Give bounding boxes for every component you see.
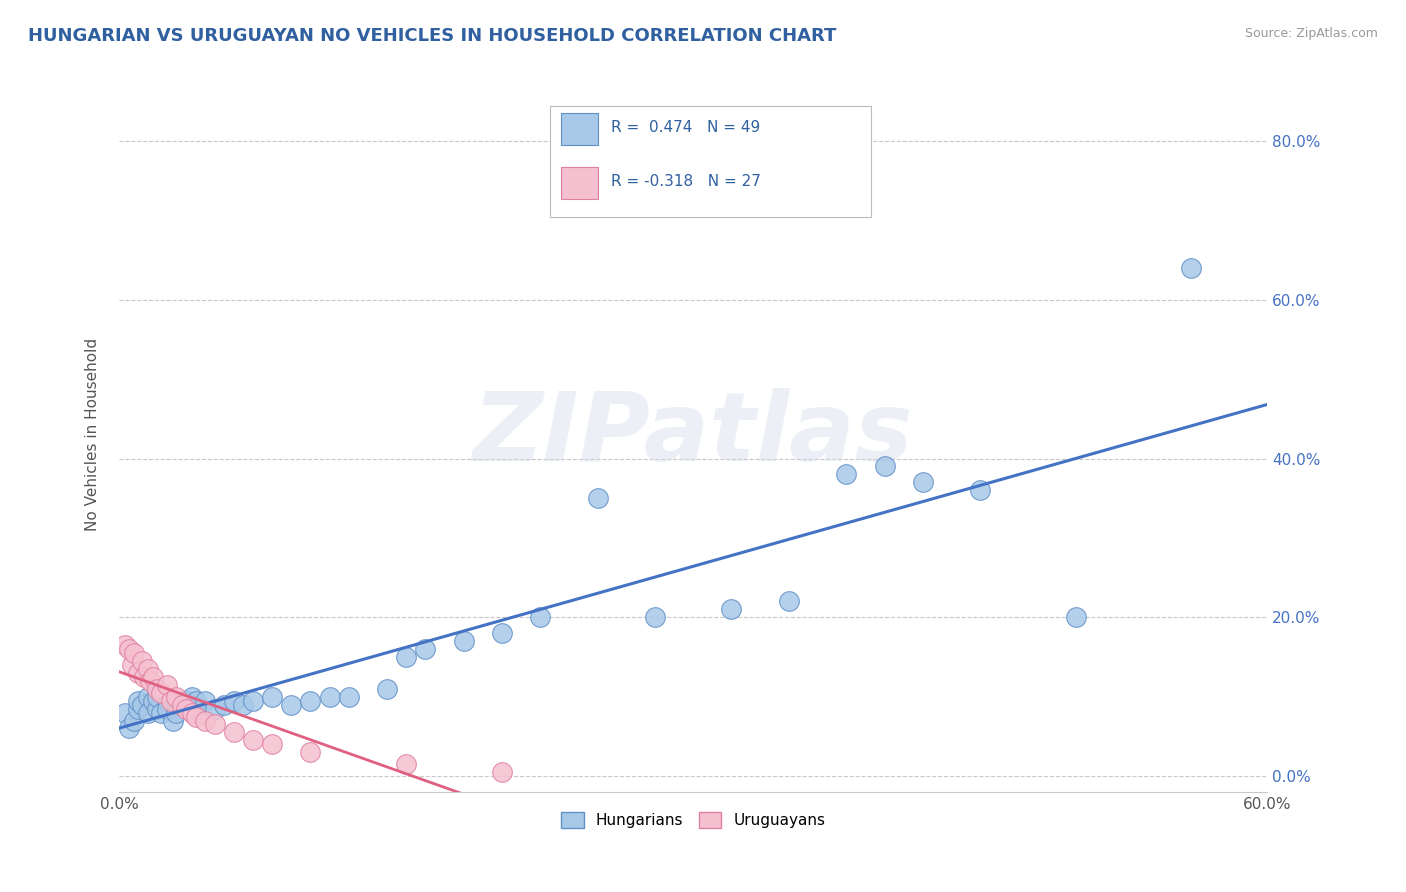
Point [174,693,197,707]
Point [117,722,139,736]
Point [491,765,513,780]
Point [778,594,800,608]
Point [299,745,322,759]
Point [280,698,302,712]
Point [222,693,245,707]
Point [395,757,418,772]
Text: R =  0.474   N = 49: R = 0.474 N = 49 [610,120,759,135]
Text: Source: ZipAtlas.com: Source: ZipAtlas.com [1244,27,1378,40]
Point [131,698,153,712]
Point [1064,610,1087,624]
Text: R = -0.318   N = 27: R = -0.318 N = 27 [610,174,761,188]
Point [121,657,143,672]
Point [136,690,159,704]
Point [242,693,264,707]
Point [835,467,858,482]
Point [124,646,146,660]
Point [174,698,197,712]
Point [453,634,475,648]
FancyBboxPatch shape [550,106,872,217]
Point [194,693,217,707]
Point [586,491,609,506]
Point [114,638,136,652]
Point [124,714,146,728]
Text: HUNGARIAN VS URUGUAYAN NO VEHICLES IN HOUSEHOLD CORRELATION CHART: HUNGARIAN VS URUGUAYAN NO VEHICLES IN HO… [28,27,837,45]
Point [194,714,217,728]
Point [184,701,207,715]
Point [232,698,254,712]
Y-axis label: No Vehicles in Household: No Vehicles in Household [86,338,100,532]
Point [142,670,165,684]
Point [969,483,991,498]
Point [395,650,418,665]
Point [720,602,742,616]
Point [127,693,149,707]
Point [222,725,245,739]
Point [142,693,165,707]
Text: ZIPatlas: ZIPatlas [472,388,914,481]
Point [132,670,155,684]
Point [131,654,153,668]
Point [174,701,197,715]
Point [159,693,181,707]
Point [318,690,340,704]
Point [146,690,169,704]
Point [1180,260,1202,275]
Point [184,709,207,723]
Point [242,733,264,747]
Point [146,701,169,715]
FancyBboxPatch shape [561,113,598,145]
Point [184,693,207,707]
Point [180,690,202,704]
Point [911,475,934,490]
Point [138,673,160,688]
Point [337,690,360,704]
Point [491,626,513,640]
Point [299,693,322,707]
Point [156,701,179,715]
Point [150,706,173,720]
Point [172,698,194,712]
Point [262,690,284,704]
Point [166,690,188,704]
Point [127,665,149,680]
Point [156,693,179,707]
Point [117,642,139,657]
Point [204,717,226,731]
Point [156,678,179,692]
Point [262,737,284,751]
Point [114,706,136,720]
Point [150,686,173,700]
Point [214,698,236,712]
Point [375,681,398,696]
Point [204,701,226,715]
Point [413,642,436,657]
FancyBboxPatch shape [561,167,598,199]
Point [873,459,896,474]
Point [166,706,188,720]
Point [162,714,184,728]
Point [136,662,159,676]
Point [529,610,551,624]
Point [146,681,169,696]
Point [127,701,149,715]
Legend: Hungarians, Uruguayans: Hungarians, Uruguayans [554,806,832,834]
Point [180,706,202,720]
Point [136,706,159,720]
Point [166,698,188,712]
Point [644,610,666,624]
